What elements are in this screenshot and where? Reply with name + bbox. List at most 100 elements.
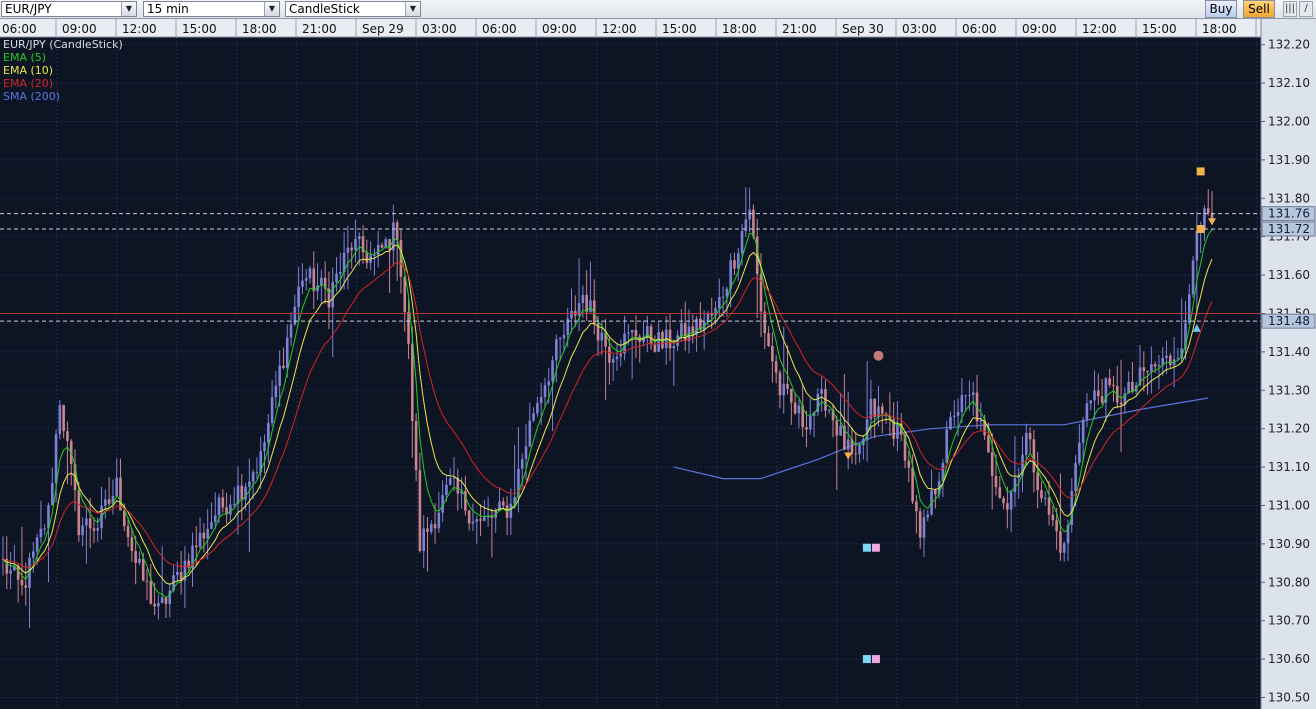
symbol-value: EUR/JPY [5, 2, 52, 16]
candle-body [285, 337, 289, 368]
indicator-icon[interactable]: ||| [1283, 1, 1297, 17]
time-tick-label: 06:00 [482, 22, 517, 36]
candle-body [771, 345, 774, 362]
candle-body [604, 332, 607, 347]
candle-body [759, 274, 763, 312]
candle-body [998, 487, 1002, 499]
candle-body [1184, 323, 1187, 349]
symbol-select[interactable]: EUR/JPY ▼ [1, 1, 137, 17]
candle-body [107, 499, 111, 504]
candle-body [736, 253, 740, 269]
time-tick-label: 09:00 [542, 22, 577, 36]
time-tick-label: 21:00 [302, 22, 337, 36]
candle-body [630, 329, 634, 333]
time-axis-strip [0, 19, 1261, 37]
candle-body [782, 383, 786, 396]
candle-body [240, 485, 244, 500]
price-tick-label: 131.40 [1268, 345, 1310, 359]
candle-body [206, 528, 209, 539]
candle-body [251, 472, 255, 482]
candle-body [1165, 355, 1168, 358]
timeframe-select[interactable]: 15 min ▼ [143, 1, 280, 17]
candle-body [896, 423, 899, 439]
chevron-down-icon[interactable]: ▼ [264, 2, 279, 16]
candle-body [259, 451, 263, 473]
candle-body [854, 453, 858, 455]
candle-body [725, 288, 729, 297]
signal-circle [873, 350, 884, 361]
price-tick-label: 130.60 [1268, 652, 1310, 666]
time-tick-label: 12:00 [122, 22, 157, 36]
buy-button[interactable]: Buy [1205, 0, 1237, 18]
chevron-down-icon[interactable]: ▼ [405, 2, 420, 16]
time-tick-label: Sep 30 [842, 22, 884, 36]
candle-body [301, 280, 304, 287]
candle-body [5, 558, 9, 574]
candle-body [39, 528, 43, 538]
candle-body [448, 478, 452, 485]
candle-body [456, 477, 460, 494]
candle-body [691, 326, 695, 336]
candle-body [600, 332, 604, 341]
candle-body [282, 365, 285, 368]
candle-body [968, 394, 971, 396]
candle-body [149, 581, 153, 604]
candle-body [1043, 497, 1047, 499]
time-tick-label: 18:00 [722, 22, 757, 36]
legend-ema5: EMA (5) [3, 51, 46, 64]
candle-body [846, 439, 850, 450]
candle-body [539, 397, 543, 404]
candle-body [733, 260, 736, 269]
candle-body [1180, 348, 1183, 359]
legend-sma200: SMA (200) [3, 90, 60, 103]
price-tick-label: 130.80 [1268, 575, 1310, 589]
candle-body [907, 460, 911, 468]
candle-body [145, 580, 149, 582]
candle-body [225, 507, 228, 515]
time-tick-label: Sep 29 [362, 22, 404, 36]
candle-body [191, 545, 194, 568]
candle-body [555, 339, 558, 361]
candle-body [483, 517, 486, 521]
candle-body [551, 360, 554, 382]
candle-body [718, 297, 721, 309]
order-square [1196, 167, 1205, 176]
candle-body [1062, 543, 1066, 553]
candle-body [964, 395, 967, 397]
candle-body [141, 558, 145, 581]
chart-type-select[interactable]: CandleStick ▼ [285, 1, 421, 17]
candle-body [952, 415, 956, 417]
signal-square [871, 543, 880, 552]
candle-body [198, 532, 202, 548]
candle-body [960, 395, 964, 412]
candle-body [335, 273, 338, 283]
candle-body [1040, 490, 1043, 499]
candle-body [1134, 385, 1138, 392]
candle-body [50, 483, 54, 506]
candle-body [429, 524, 433, 532]
candle-body [411, 343, 414, 421]
candle-body [979, 419, 983, 422]
price-tick-label: 131.10 [1268, 460, 1310, 474]
candle-body [869, 398, 873, 420]
candle-body [20, 579, 24, 586]
candle-body [267, 423, 270, 443]
candle-body [1119, 402, 1123, 405]
draw-line-icon[interactable]: / [1299, 1, 1313, 17]
sell-button[interactable]: Sell [1243, 0, 1275, 18]
price-tick-label: 130.90 [1268, 537, 1310, 551]
candle-body [77, 490, 81, 536]
candle-body [9, 570, 12, 574]
candle-body [767, 332, 770, 346]
candle-body [395, 222, 399, 241]
candle-body [278, 365, 281, 386]
candle-body [13, 565, 16, 571]
candle-body [194, 545, 198, 548]
chevron-down-icon[interactable]: ▼ [121, 2, 136, 16]
time-tick-label: 09:00 [62, 22, 97, 36]
price-marker-label: 131.48 [1268, 314, 1310, 328]
candle-body [229, 504, 232, 515]
candle-body [255, 472, 259, 474]
candle-body [289, 324, 293, 338]
